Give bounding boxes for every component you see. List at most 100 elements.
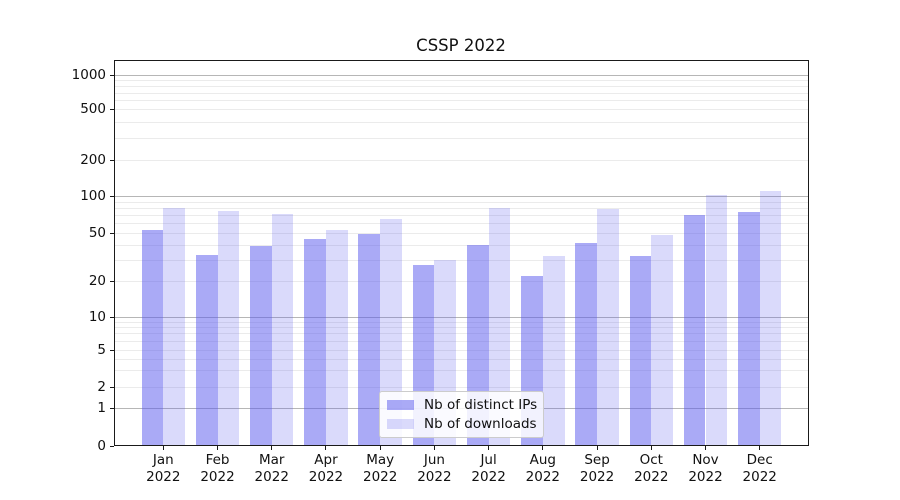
bar-nb-of-distinct-ips-jan bbox=[141, 229, 164, 445]
x-tick-label-may: May 2022 bbox=[362, 452, 398, 485]
bar-nb-of-downloads-apr bbox=[325, 229, 348, 445]
y-tick-label-200: 200 bbox=[80, 152, 106, 169]
x-tick-mark-may bbox=[379, 446, 381, 450]
bar-nb-of-downloads-mar bbox=[271, 214, 294, 445]
x-tick-label-jan: Jan 2022 bbox=[146, 452, 181, 485]
bar-nb-of-distinct-ips-dec bbox=[738, 212, 760, 445]
x-tick-mark-jul bbox=[488, 446, 490, 450]
x-tick-label-apr: Apr 2022 bbox=[308, 452, 344, 485]
gridline-minor bbox=[114, 370, 808, 372]
y-tick-label-500: 500 bbox=[80, 101, 106, 118]
gridline-minor bbox=[114, 386, 808, 388]
bar-nb-of-distinct-ips-apr bbox=[304, 239, 326, 445]
x-tick-mark-apr bbox=[325, 446, 327, 450]
y-tick-mark-100 bbox=[109, 196, 114, 198]
bar-nb-of-downloads-jan bbox=[163, 208, 185, 445]
gridline-minor bbox=[114, 201, 808, 203]
x-tick-mark-jan bbox=[162, 446, 164, 450]
bar-nb-of-downloads-nov bbox=[705, 194, 728, 445]
gridline-major bbox=[114, 196, 808, 198]
legend-swatch bbox=[387, 418, 414, 429]
x-tick-mark-jun bbox=[433, 446, 435, 450]
gridline-major bbox=[114, 316, 808, 318]
y-tick-mark-1000 bbox=[109, 74, 114, 76]
bar-nb-of-distinct-ips-mar bbox=[250, 245, 272, 445]
gridline-minor bbox=[114, 109, 808, 111]
chart-title: CSSP 2022 bbox=[416, 36, 506, 55]
gridline-minor bbox=[114, 85, 808, 87]
bar-nb-of-distinct-ips-feb bbox=[195, 254, 218, 445]
x-tick-label-feb: Feb 2022 bbox=[200, 452, 235, 485]
y-tick-label-100: 100 bbox=[80, 188, 106, 205]
gridline-minor bbox=[114, 358, 808, 360]
x-tick-mark-aug bbox=[542, 446, 544, 450]
bar-nb-of-distinct-ips-sep bbox=[575, 243, 598, 445]
gridline-minor bbox=[114, 333, 808, 335]
y-tick-label-1: 1 bbox=[97, 399, 106, 416]
y-tick-mark-5 bbox=[109, 349, 114, 351]
gridline-minor bbox=[114, 281, 808, 283]
x-tick-mark-oct bbox=[650, 446, 652, 450]
gridline-minor bbox=[114, 92, 808, 94]
y-tick-mark-20 bbox=[109, 281, 114, 283]
y-tick-label-50: 50 bbox=[88, 224, 106, 241]
legend-item-nb-of-distinct-ips: Nb of distinct IPs bbox=[387, 395, 543, 414]
legend-swatch bbox=[387, 399, 414, 410]
gridline-minor bbox=[114, 208, 808, 210]
y-tick-label-5: 5 bbox=[97, 341, 106, 358]
x-tick-mark-nov bbox=[705, 446, 706, 450]
x-tick-label-nov: Nov 2022 bbox=[688, 452, 723, 485]
legend-item-label: Nb of distinct IPs bbox=[424, 396, 538, 413]
gridline-minor bbox=[114, 244, 808, 246]
y-tick-label-2: 2 bbox=[97, 378, 106, 395]
gridline-major bbox=[114, 74, 808, 76]
y-tick-mark-10 bbox=[109, 316, 114, 318]
bar-nb-of-downloads-jul bbox=[488, 208, 511, 445]
bar-nb-of-downloads-dec bbox=[759, 191, 782, 445]
bar-nb-of-distinct-ips-nov bbox=[683, 215, 706, 445]
x-tick-mark-dec bbox=[759, 446, 761, 450]
y-tick-mark-500 bbox=[109, 109, 114, 111]
y-tick-mark-0 bbox=[109, 445, 114, 447]
x-tick-mark-sep bbox=[596, 446, 598, 450]
bar-nb-of-downloads-oct bbox=[651, 234, 673, 445]
gridline-minor bbox=[114, 137, 808, 139]
bar-nb-of-downloads-feb bbox=[217, 210, 240, 445]
bar-nb-of-distinct-ips-may bbox=[358, 233, 381, 445]
bar-nb-of-downloads-sep bbox=[597, 208, 619, 445]
y-tick-mark-2 bbox=[109, 386, 114, 388]
y-tick-mark-200 bbox=[109, 160, 114, 162]
x-tick-label-sep: Sep 2022 bbox=[579, 452, 615, 485]
plot-area bbox=[113, 60, 809, 446]
gridline-minor bbox=[114, 349, 808, 351]
legend-item-nb-of-downloads: Nb of downloads bbox=[387, 414, 543, 433]
x-tick-mark-mar bbox=[271, 446, 273, 450]
gridline-minor bbox=[114, 327, 808, 329]
x-tick-label-jul: Jul 2022 bbox=[471, 452, 506, 485]
gridline-minor bbox=[114, 100, 808, 102]
gridline-minor bbox=[114, 321, 808, 323]
gridline-minor bbox=[114, 259, 808, 261]
y-tick-label-10: 10 bbox=[88, 308, 106, 325]
y-tick-mark-1 bbox=[109, 407, 114, 409]
y-tick-label-20: 20 bbox=[88, 273, 106, 290]
y-tick-label-0: 0 bbox=[97, 437, 106, 454]
gridline-minor bbox=[114, 121, 808, 123]
x-tick-mark-feb bbox=[217, 446, 219, 450]
x-tick-label-mar: Mar 2022 bbox=[254, 452, 289, 485]
gridline-minor bbox=[114, 160, 808, 162]
legend-item-label: Nb of downloads bbox=[424, 415, 537, 432]
gridline-minor bbox=[114, 232, 808, 234]
gridline-minor bbox=[114, 223, 808, 225]
x-tick-label-dec: Dec 2022 bbox=[742, 452, 777, 485]
y-tick-label-1000: 1000 bbox=[71, 66, 106, 83]
bar-nb-of-downloads-aug bbox=[542, 256, 565, 445]
x-tick-label-oct: Oct 2022 bbox=[634, 452, 669, 485]
bar-nb-of-downloads-may bbox=[380, 218, 402, 445]
x-tick-label-jun: Jun 2022 bbox=[417, 452, 452, 485]
y-tick-mark-50 bbox=[109, 232, 114, 234]
gridline-minor bbox=[114, 80, 808, 82]
legend: Nb of distinct IPs Nb of downloads bbox=[379, 390, 544, 438]
bar-nb-of-distinct-ips-oct bbox=[629, 256, 652, 445]
